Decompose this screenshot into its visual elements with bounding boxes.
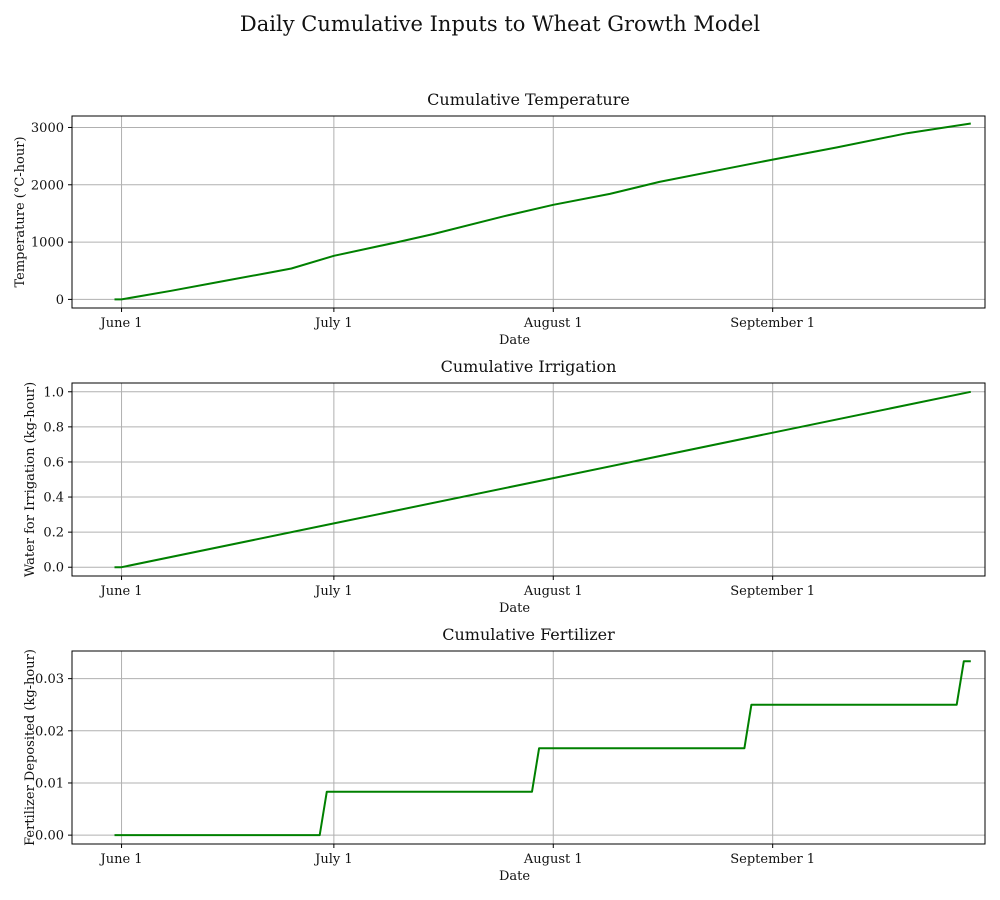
x-tick-label: August 1	[523, 316, 583, 331]
x-tick-label: August 1	[523, 584, 583, 599]
y-tick-label: 0.2	[43, 526, 64, 541]
chart-title: Cumulative Irrigation	[441, 357, 617, 376]
figure-title: Daily Cumulative Inputs to Wheat Growth …	[239, 12, 761, 36]
y-tick-label: 1000	[31, 236, 64, 251]
x-tick-label: September 1	[730, 316, 815, 331]
x-axis-label: Date	[499, 333, 530, 348]
x-tick-label: June 1	[99, 852, 143, 867]
x-axis-label: Date	[499, 869, 530, 884]
y-tick-label: 1.0	[43, 385, 64, 400]
chart-title: Cumulative Temperature	[427, 90, 630, 109]
chart-panel-2: June 1 July 1 August 1 September 1 0.0 0.2 0.4…	[23, 357, 986, 616]
x-tick-label: September 1	[730, 852, 815, 867]
x-tick-label: June 1	[99, 584, 143, 599]
chart-panel-1: June 1 July 1 August 1 September 1 0 1000 2000…	[13, 90, 986, 348]
y-tick-label: 0.00	[35, 829, 64, 844]
y-tick-label: 3000	[31, 121, 64, 136]
series-line	[114, 660, 971, 837]
x-tick-label: July 1	[313, 316, 353, 331]
axes-frame	[71, 650, 986, 845]
chart-panel-3: June 1 July 1 August 1 September 1 0.00 0.01 0…	[23, 625, 986, 884]
y-tick-label: 0.4	[43, 491, 64, 506]
y-tick-label: 0.6	[43, 455, 64, 470]
y-axis-label: Water for Irrigation (kg-hour)	[23, 382, 38, 577]
y-tick-label: 0.8	[43, 420, 64, 435]
y-axis-label: Fertilizer Deposited (kg-hour)	[23, 649, 38, 846]
axes-frame	[71, 382, 986, 577]
x-tick-label: July 1	[313, 584, 353, 599]
y-axis-label: Temperature (°C-hour)	[13, 136, 28, 287]
y-tick-label: 0.03	[35, 672, 64, 687]
chart-title: Cumulative Fertilizer	[442, 625, 615, 644]
y-tick-label: 0.01	[35, 776, 64, 791]
x-tick-label: July 1	[313, 852, 353, 867]
y-tick-label: 0.0	[43, 561, 64, 576]
series-line	[114, 122, 971, 301]
y-tick-label: 2000	[31, 178, 64, 193]
y-tick-label: 0	[56, 293, 64, 308]
x-tick-label: September 1	[730, 584, 815, 599]
x-axis-label: Date	[499, 601, 530, 616]
y-tick-label: 0.02	[35, 724, 64, 739]
series-line	[114, 390, 972, 569]
x-tick-label: June 1	[99, 316, 143, 331]
x-tick-label: August 1	[523, 852, 583, 867]
axes-frame	[71, 115, 986, 309]
